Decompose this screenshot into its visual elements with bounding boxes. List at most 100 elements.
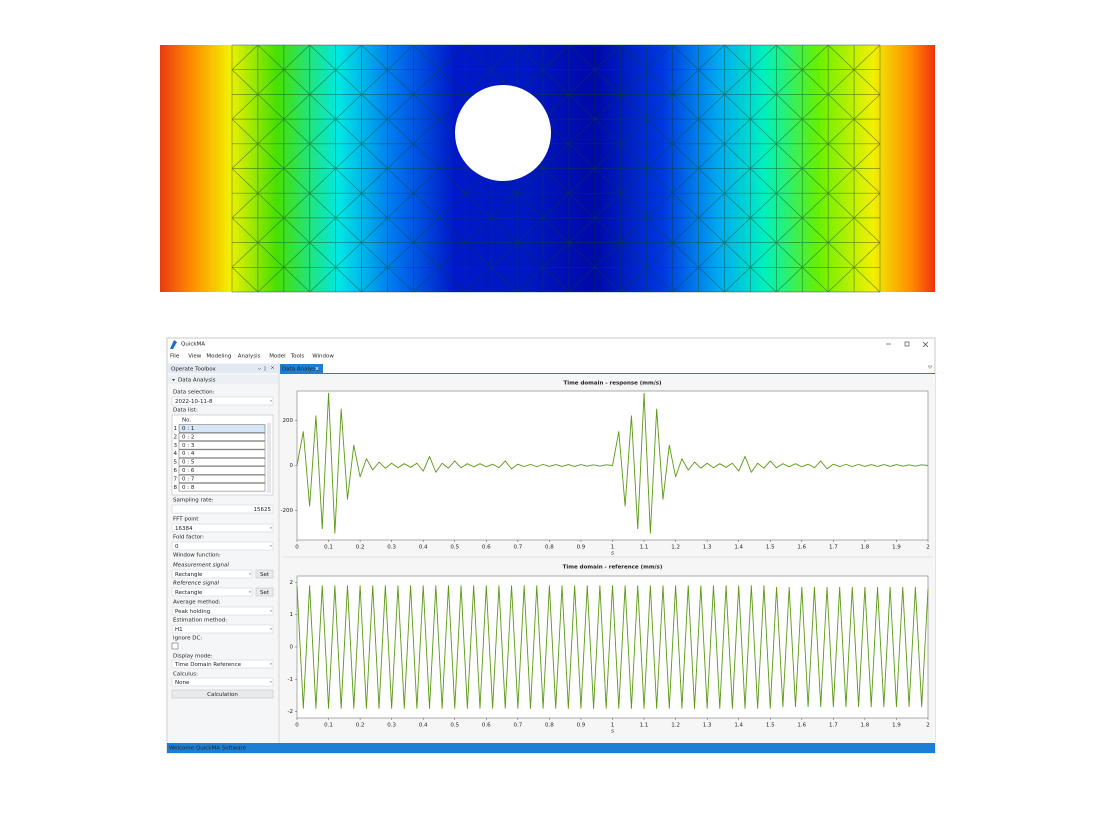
checkbox[interactable]	[171, 642, 179, 650]
button-label: Calculation	[207, 692, 238, 698]
combo-arrow	[270, 527, 272, 529]
x-tick-label: 1.7	[829, 545, 838, 551]
section-title: Data Analysis	[178, 377, 216, 383]
x-tick-label: 1.8	[861, 723, 870, 729]
x-tick-label: 1.5	[766, 723, 775, 729]
combo-arrow	[270, 681, 272, 683]
combo-arrow	[270, 610, 272, 612]
combo-box[interactable]	[171, 541, 274, 551]
combo-value: 16384	[175, 526, 193, 532]
list-row[interactable]	[178, 449, 266, 458]
field-label: Data list:	[173, 408, 198, 414]
signal-line	[296, 585, 929, 709]
tab[interactable]	[280, 364, 323, 373]
button[interactable]	[255, 569, 274, 579]
menu-item[interactable]: Analysis	[238, 354, 261, 360]
y-tick-label: 0	[290, 463, 294, 469]
y-tick-label: -200	[281, 508, 294, 514]
list-row[interactable]	[178, 483, 266, 492]
combo-box[interactable]	[171, 569, 253, 579]
text-value: 15625	[254, 507, 272, 513]
combo-value: Time Domain Reference	[174, 662, 242, 668]
combo-arrow	[270, 545, 272, 547]
list-row[interactable]	[178, 474, 266, 483]
field-label: Window function:	[173, 553, 221, 559]
text-box[interactable]	[171, 504, 274, 514]
combo-value: Rectangle	[175, 590, 203, 596]
row-number: 5	[174, 460, 178, 466]
section-header	[168, 375, 278, 384]
chart-title: Time domain - response (mm/s)	[563, 381, 662, 387]
row-number: 6	[174, 468, 178, 474]
x-tick-label: 2	[926, 545, 930, 551]
combo-box[interactable]	[171, 677, 274, 687]
mesh-lines	[231, 44, 881, 293]
combo-box[interactable]	[171, 606, 274, 616]
close-button[interactable]	[922, 341, 929, 348]
combo-arrow	[270, 400, 272, 402]
x-tick-label: 1.1	[640, 723, 649, 729]
list-row[interactable]	[178, 432, 266, 441]
combo-box[interactable]	[171, 396, 274, 406]
field-label: Sampling rate:	[173, 498, 214, 504]
list-row[interactable]	[178, 424, 266, 433]
button-label: Set	[260, 590, 270, 596]
tab-close[interactable]	[315, 366, 319, 371]
x-tick-label: 0.8	[545, 545, 554, 551]
combo-value: 0	[175, 544, 179, 550]
menu-item[interactable]: Tools	[290, 354, 305, 360]
row-number: 4	[174, 451, 178, 457]
list-row[interactable]	[178, 441, 266, 450]
menu-item[interactable]: Model	[269, 354, 286, 360]
field-label: Fold factor:	[173, 535, 204, 541]
x-tick-label: 1.3	[703, 723, 712, 729]
x-tick-label: 1.5	[766, 545, 775, 551]
button[interactable]	[255, 587, 274, 597]
section-toggle[interactable]	[172, 379, 175, 381]
combo-value: None	[175, 680, 190, 686]
list-row[interactable]	[178, 466, 266, 475]
x-tick-label: 0.3	[387, 545, 396, 551]
x-tick-label: 0.1	[324, 723, 333, 729]
x-tick-label: 0.5	[450, 723, 459, 729]
combo-arrow	[249, 573, 251, 575]
combo-box[interactable]	[171, 624, 274, 634]
combo-arrow	[270, 663, 272, 665]
field-label: Ignore DC:	[173, 636, 202, 642]
field-label: Reference signal	[173, 581, 220, 587]
row-number: 2	[174, 434, 178, 440]
x-tick-label: 1.6	[797, 545, 806, 551]
y-tick-label: -2	[288, 709, 293, 715]
tab-menu[interactable]	[927, 365, 933, 369]
x-tick-label: 1.3	[703, 545, 712, 551]
x-tick-label: 0.5	[450, 545, 459, 551]
x-tick-label: 0	[295, 723, 299, 729]
combo-box[interactable]	[171, 587, 253, 597]
toolbox-title: Operate Toolbox	[171, 366, 216, 372]
row-number: 8	[174, 485, 178, 491]
menu-item[interactable]: File	[170, 354, 180, 360]
x-tick-label: 0.6	[482, 723, 491, 729]
menu-item[interactable]: View	[188, 354, 202, 360]
list-row[interactable]	[178, 458, 266, 467]
combo-box[interactable]	[171, 523, 274, 533]
button[interactable]	[171, 689, 274, 699]
plot-area	[296, 575, 929, 719]
field-label: Measurement signal	[173, 563, 229, 569]
menu-item[interactable]: Window	[312, 354, 334, 360]
combo-value: H1	[175, 627, 183, 633]
x-tick-label: 0.7	[513, 723, 522, 729]
window-title: QuickMA	[181, 342, 205, 348]
toolbox-pin-icons[interactable]	[257, 365, 275, 371]
combo-box[interactable]	[171, 659, 274, 669]
menu-item[interactable]: Modeling	[206, 354, 231, 360]
x-tick-label: 1.9	[892, 545, 901, 551]
fem-contour	[160, 44, 935, 293]
row-number: 3	[174, 443, 178, 449]
x-tick-label: 1.4	[734, 723, 743, 729]
maximize-button[interactable]	[904, 341, 910, 347]
hole	[455, 85, 551, 181]
y-tick-label: -1	[288, 677, 293, 683]
x-tick-label: 0.9	[577, 545, 586, 551]
